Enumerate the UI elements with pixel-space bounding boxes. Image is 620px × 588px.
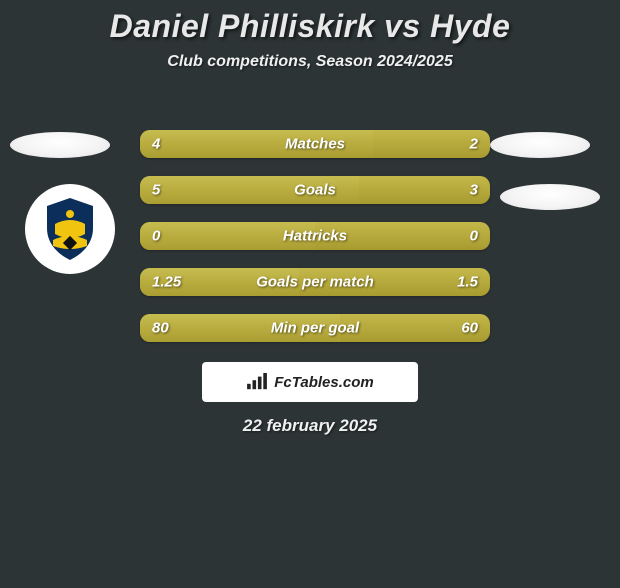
date: 22 february 2025 bbox=[0, 416, 620, 436]
stat-row: 4 Matches 2 bbox=[140, 130, 490, 158]
stat-row: 80 Min per goal 60 bbox=[140, 314, 490, 342]
stat-row: 0 Hattricks 0 bbox=[140, 222, 490, 250]
club-logo-left bbox=[25, 184, 115, 274]
title-vs: vs bbox=[384, 8, 421, 44]
stat-label: Hattricks bbox=[283, 228, 347, 245]
stat-left-value: 0 bbox=[152, 228, 160, 245]
subtitle: Club competitions, Season 2024/2025 bbox=[0, 53, 620, 71]
stat-right-value: 2 bbox=[470, 136, 478, 153]
stat-right-value: 1.5 bbox=[457, 274, 478, 291]
stat-left-value: 1.25 bbox=[152, 274, 181, 291]
stat-label: Goals per match bbox=[256, 274, 374, 291]
stat-left-value: 5 bbox=[152, 182, 160, 199]
avatar-right-second bbox=[500, 184, 600, 210]
stat-bars: 4 Matches 2 5 Goals 3 0 Hattricks 0 1.25 Goals per… bbox=[140, 130, 490, 360]
attribution: FcTables.com bbox=[202, 362, 418, 402]
stat-right-value: 0 bbox=[470, 228, 478, 245]
stat-left-value: 4 bbox=[152, 136, 160, 153]
avatar-left-top bbox=[10, 132, 110, 158]
avatar-right-top bbox=[490, 132, 590, 158]
stat-right-value: 60 bbox=[461, 320, 478, 337]
title-left-name: Daniel Philliskirk bbox=[110, 8, 375, 44]
stat-label: Goals bbox=[294, 182, 336, 199]
stat-right-value: 3 bbox=[470, 182, 478, 199]
stat-label: Min per goal bbox=[271, 320, 359, 337]
stat-row: 1.25 Goals per match 1.5 bbox=[140, 268, 490, 296]
stat-left-value: 80 bbox=[152, 320, 169, 337]
stat-label: Matches bbox=[285, 136, 345, 153]
title-right-name: Hyde bbox=[430, 8, 510, 44]
comparison-title: Daniel Philliskirk vs Hyde bbox=[0, 8, 620, 45]
attribution-text: FcTables.com bbox=[274, 374, 373, 391]
stat-row: 5 Goals 3 bbox=[140, 176, 490, 204]
bars-icon bbox=[246, 373, 268, 391]
crest-icon bbox=[35, 194, 105, 264]
